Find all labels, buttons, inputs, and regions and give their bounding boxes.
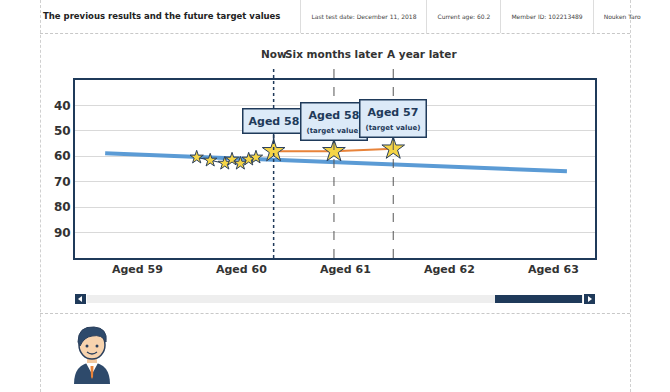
svg-text:Now: Now: [261, 48, 287, 60]
svg-text:50: 50: [54, 124, 71, 138]
html-text:The previous results and the f: The previous results and the future targ…: [43, 11, 281, 21]
svg-text:70: 70: [54, 175, 71, 189]
html-text:Nouken Taro: Nouken Taro: [603, 13, 641, 20]
html-text:Last test date: December 11, 2: Last test date: December 11, 2018: [311, 13, 417, 20]
svg-text:80: 80: [54, 200, 71, 214]
svg-text:Six months later: Six months later: [285, 48, 383, 60]
svg-text:Aged 57(target value): Aged 57(target value): [366, 106, 421, 132]
svg-text:Aged 59: Aged 59: [112, 263, 163, 276]
svg-text:Aged 58(target value): Aged 58(target value): [307, 109, 362, 135]
svg-text:Aged 61: Aged 61: [320, 263, 371, 276]
svg-text:Aged 58: Aged 58: [249, 115, 300, 128]
html-text:Member ID: 102213489: Member ID: 102213489: [511, 13, 583, 20]
html-text:Current age: 60.2: Current age: 60.2: [437, 13, 491, 20]
svg-text:Aged 62: Aged 62: [424, 263, 475, 276]
svg-text:90: 90: [54, 226, 71, 240]
svg-text:Aged 60: Aged 60: [216, 263, 267, 276]
svg-text:60: 60: [54, 149, 71, 163]
svg-text:A year later: A year later: [387, 48, 457, 60]
svg-text:40: 40: [54, 99, 71, 113]
svg-text:Aged 63: Aged 63: [528, 263, 579, 276]
